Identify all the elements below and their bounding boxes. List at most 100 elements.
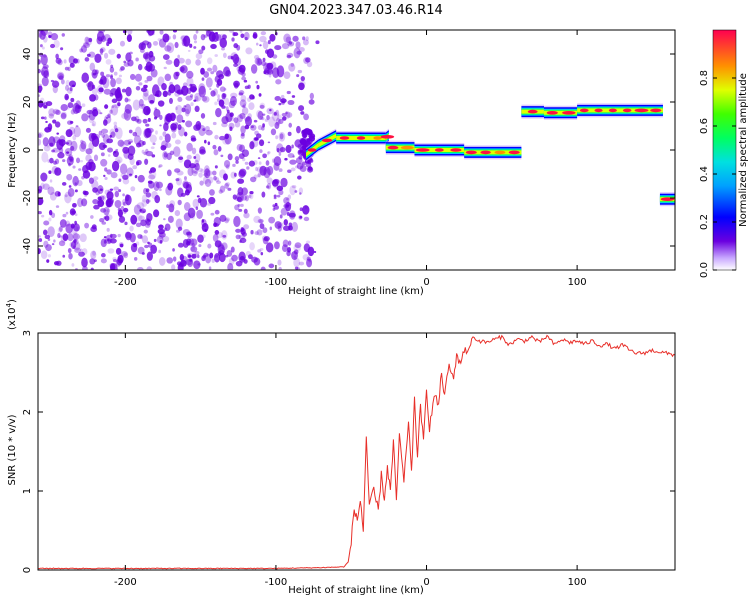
- noise-speck: [88, 37, 93, 43]
- noise-speck: [278, 152, 282, 156]
- noise-speck: [260, 266, 266, 270]
- noise-speck: [248, 194, 252, 199]
- noise-speck: [158, 257, 166, 266]
- noise-speck: [72, 134, 77, 141]
- noise-speck: [86, 109, 93, 115]
- noise-speck: [199, 180, 204, 186]
- noise-speck: [141, 149, 145, 154]
- noise-speck: [163, 218, 166, 221]
- noise-speck: [42, 229, 48, 236]
- noise-speck: [50, 33, 59, 41]
- noise-speck: [70, 97, 75, 103]
- noise-speck: [239, 99, 247, 108]
- noise-speck: [179, 253, 185, 261]
- noise-speck: [257, 157, 261, 160]
- noise-speck: [121, 113, 129, 120]
- noise-speck: [268, 263, 275, 269]
- noise-speck: [158, 224, 164, 230]
- noise-speck: [214, 165, 218, 169]
- noise-speck: [263, 62, 271, 72]
- noise-speck: [51, 212, 56, 219]
- noise-speck: [233, 82, 239, 89]
- noise-speck: [214, 101, 218, 106]
- noise-speck: [190, 238, 198, 247]
- noise-speck: [260, 61, 267, 67]
- noise-speck: [155, 90, 162, 98]
- noise-speck: [43, 220, 50, 226]
- noise-speck: [159, 30, 164, 35]
- noise-speck: [287, 240, 292, 246]
- noise-speck: [89, 94, 96, 102]
- noise-speck: [269, 226, 273, 231]
- noise-speck: [48, 35, 52, 39]
- noise-speck: [193, 46, 197, 49]
- noise-speck: [266, 114, 270, 120]
- noise-speck: [58, 226, 63, 232]
- noise-speck: [157, 100, 165, 107]
- noise-speck: [249, 190, 254, 195]
- noise-speck: [153, 209, 160, 218]
- noise-speck: [307, 166, 314, 173]
- noise-speck: [210, 43, 217, 50]
- noise-speck: [68, 156, 75, 161]
- noise-speck: [223, 97, 230, 106]
- noise-speck: [141, 252, 145, 255]
- noise-speck: [41, 214, 45, 218]
- noise-speck: [81, 103, 86, 108]
- noise-speck: [67, 187, 75, 197]
- noise-speck: [41, 76, 49, 87]
- noise-speck: [177, 124, 182, 131]
- noise-speck: [236, 44, 241, 51]
- noise-speck: [239, 113, 246, 119]
- noise-speck: [198, 244, 202, 248]
- noise-speck: [107, 37, 113, 44]
- noise-speck: [287, 100, 295, 106]
- noise-speck: [38, 94, 41, 97]
- noise-speck: [101, 221, 107, 225]
- noise-speck: [227, 153, 233, 161]
- noise-speck: [190, 245, 196, 252]
- noise-speck: [122, 146, 130, 154]
- noise-speck: [293, 257, 301, 268]
- noise-speck: [129, 173, 133, 176]
- noise-speck: [159, 135, 163, 141]
- noise-speck: [241, 76, 247, 81]
- noise-speck: [193, 99, 197, 102]
- noise-speck: [216, 70, 224, 78]
- noise-speck: [263, 166, 271, 179]
- noise-speck: [142, 92, 150, 101]
- noise-speck: [299, 138, 307, 146]
- noise-region: [38, 30, 320, 270]
- noise-speck: [113, 121, 118, 126]
- noise-speck: [166, 42, 175, 54]
- noise-speck: [145, 218, 152, 226]
- noise-speck: [177, 54, 180, 59]
- noise-speck: [238, 92, 244, 96]
- noise-speck: [219, 86, 226, 92]
- x-tick-label: 0: [423, 277, 429, 288]
- noise-speck: [119, 40, 126, 47]
- noise-speck: [274, 96, 281, 101]
- noise-speck: [250, 64, 258, 74]
- noise-speck: [260, 251, 263, 256]
- y-tick-label: 0: [22, 147, 33, 153]
- noise-speck: [52, 84, 58, 94]
- noise-speck: [286, 54, 292, 59]
- noise-speck: [72, 165, 76, 169]
- noise-speck: [169, 150, 175, 156]
- noise-speck: [91, 69, 98, 79]
- noise-speck: [303, 113, 309, 121]
- noise-speck: [166, 257, 174, 264]
- noise-speck: [106, 227, 110, 232]
- noise-speck: [61, 181, 67, 186]
- noise-speck: [52, 136, 61, 144]
- noise-speck: [133, 135, 141, 145]
- noise-speck: [50, 79, 55, 83]
- noise-speck: [187, 207, 196, 219]
- noise-speck: [212, 121, 217, 126]
- noise-speck: [174, 168, 181, 173]
- noise-speck: [170, 126, 177, 133]
- noise-speck: [175, 122, 179, 126]
- noise-speck: [125, 194, 130, 202]
